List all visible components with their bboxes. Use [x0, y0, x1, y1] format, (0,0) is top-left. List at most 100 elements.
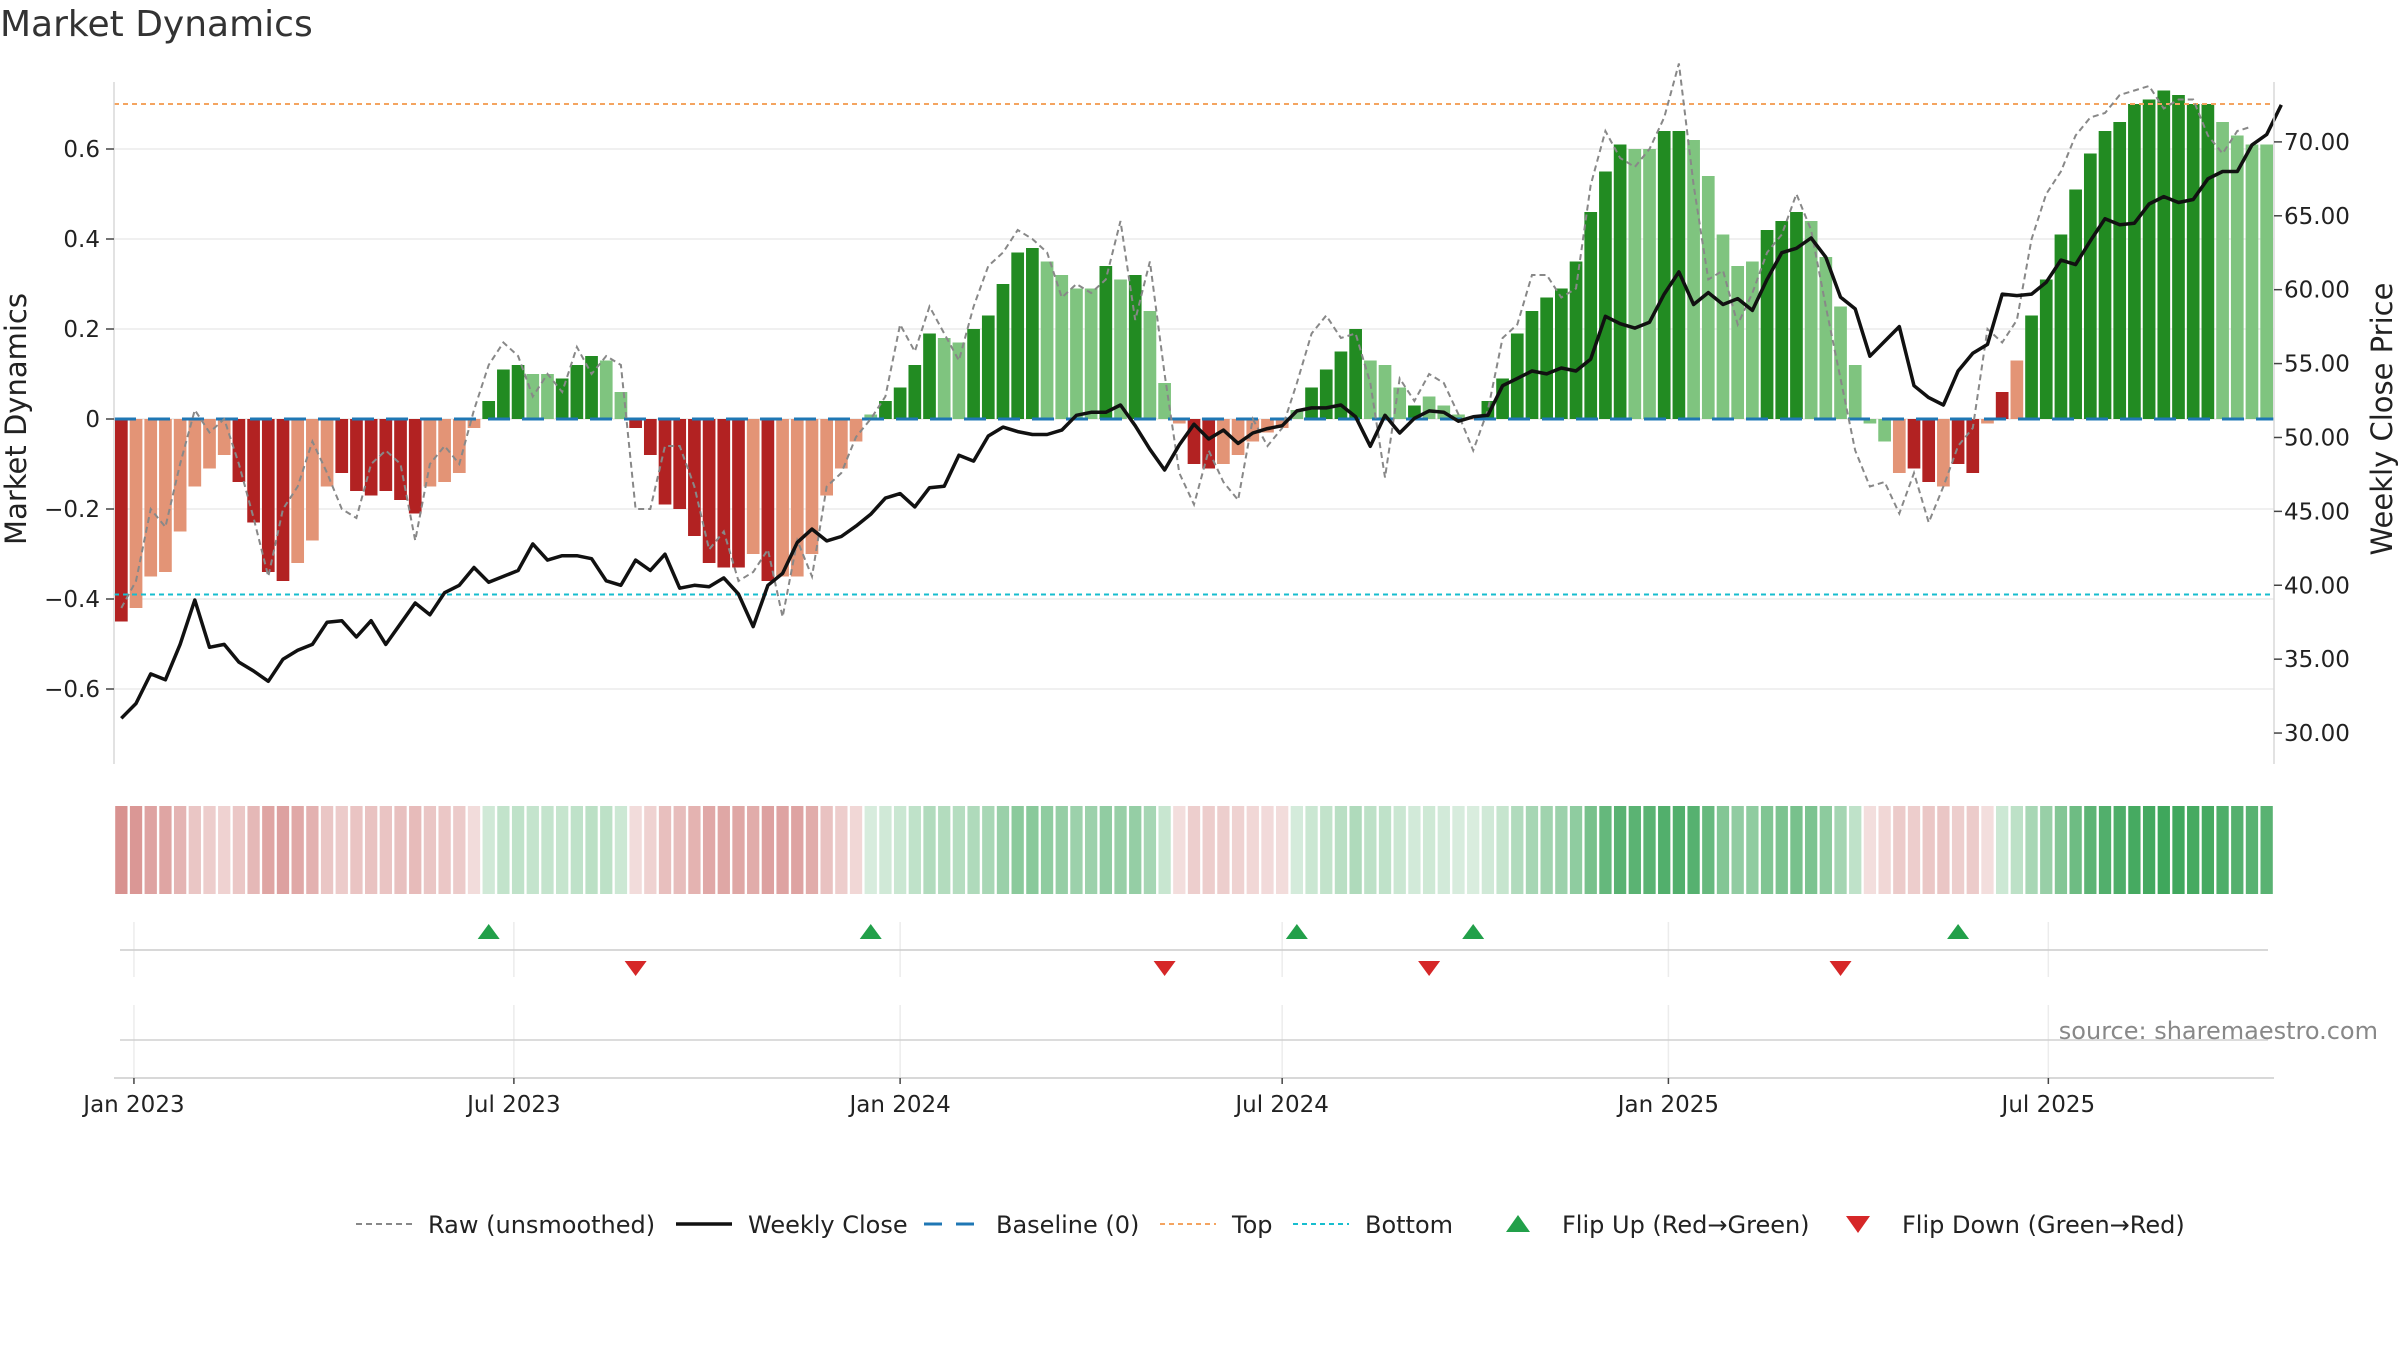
momentum-bar [173, 419, 187, 532]
momentum-bar [2186, 104, 2200, 419]
heat-cell [688, 806, 701, 894]
heat-cell [614, 806, 628, 894]
heat-cell [1393, 806, 1406, 894]
heat-cell [2231, 806, 2244, 894]
heat-cell [1555, 806, 1568, 894]
x-tick-label: Jan 2025 [1616, 1092, 1719, 1118]
momentum-bar [1599, 171, 1612, 419]
heat-cell [2054, 806, 2068, 894]
heat-cell [2069, 806, 2082, 894]
heat-cell [1525, 806, 1539, 894]
heat-cell [1290, 806, 1304, 894]
momentum-bar [511, 365, 525, 419]
momentum-bar [555, 378, 569, 419]
flip-down-marker [1418, 961, 1441, 976]
heat-cell [761, 806, 775, 894]
momentum-bar [658, 419, 672, 505]
heat-cell [2010, 806, 2024, 894]
momentum-bar [1202, 419, 1216, 469]
legend-label: Weekly Close [748, 1211, 908, 1239]
momentum-bar [408, 419, 422, 514]
heat-cell [320, 806, 334, 894]
momentum-bar [805, 419, 819, 554]
heat-cell [2142, 806, 2156, 894]
heat-cell [629, 806, 642, 894]
momentum-bar [1290, 410, 1304, 419]
heat-cell [938, 806, 951, 894]
momentum-bar [599, 360, 613, 419]
momentum-bar [291, 419, 305, 563]
right-tick-label: 70.00 [2284, 130, 2350, 156]
momentum-bar [1040, 261, 1054, 419]
momentum-bar [2010, 360, 2024, 419]
heat-cell [2040, 806, 2053, 894]
momentum-bar [1892, 419, 1906, 473]
momentum-bar [1937, 419, 1950, 487]
momentum-bar [188, 419, 202, 487]
momentum-bar [1011, 252, 1025, 419]
heat-cell [1143, 806, 1157, 894]
heat-cell [1055, 806, 1068, 894]
momentum-bar [1995, 392, 2009, 419]
left-tick-label: −0.2 [44, 497, 100, 523]
left-tick-label: −0.6 [44, 677, 100, 703]
momentum-bar [1628, 149, 1642, 419]
heat-cell [1907, 806, 1921, 894]
x-tick-label: Jan 2024 [847, 1092, 950, 1118]
momentum-bar [276, 419, 290, 581]
heat-cell [159, 806, 172, 894]
momentum-bar [614, 392, 628, 419]
heat-cell [1129, 806, 1142, 894]
heat-cell [1981, 806, 1994, 894]
heat-cell [570, 806, 584, 894]
momentum-bar [438, 419, 451, 482]
momentum-bar [1746, 261, 1759, 419]
heat-cell [658, 806, 672, 894]
heat-cell [511, 806, 525, 894]
heat-cell [923, 806, 936, 894]
momentum-bar [1349, 329, 1362, 419]
heat-cell [1863, 806, 1877, 894]
momentum-bar [1231, 419, 1245, 455]
momentum-bar [1981, 419, 1994, 424]
legend-item: Top [1160, 1211, 1273, 1239]
momentum-bar [379, 419, 393, 491]
legend-item: Baseline (0) [924, 1211, 1139, 1239]
heat-cell [1628, 806, 1641, 894]
heat-cell [247, 806, 260, 894]
weekly-close-line [120, 104, 2283, 720]
heat-cell [1422, 806, 1436, 894]
momentum-bar [1026, 248, 1039, 419]
right-tick-label: 50.00 [2284, 425, 2350, 451]
momentum-bar [1158, 383, 1171, 419]
heat-cell [1643, 806, 1656, 894]
heat-cell [2084, 806, 2097, 894]
heat-cell [1937, 806, 1950, 894]
heat-cell [453, 806, 466, 894]
momentum-bar [937, 338, 951, 419]
legend-label: Raw (unsmoothed) [428, 1211, 655, 1239]
heat-cell [497, 806, 510, 894]
x-tick-label: Jul 2024 [1233, 1092, 1329, 1118]
left-tick-label: −0.4 [44, 587, 100, 613]
heat-cell [218, 806, 231, 894]
momentum-bar [1922, 419, 1936, 482]
heat-cell [1922, 806, 1935, 894]
momentum-bar [1555, 288, 1568, 419]
heat-cell [2187, 806, 2200, 894]
heat-cell [1173, 806, 1186, 894]
heat-cell [1437, 806, 1450, 894]
momentum-bar [1070, 288, 1083, 419]
flip-up-marker [477, 924, 500, 939]
momentum-bar [364, 419, 378, 496]
momentum-bar [643, 419, 657, 455]
legend-swatch-flip-up [1506, 1215, 1530, 1232]
heat-cell [2157, 806, 2170, 894]
heat-cell [805, 806, 819, 894]
heat-cell [1996, 806, 2009, 894]
x-tick-label: Jan 2023 [81, 1092, 184, 1118]
momentum-bar [717, 419, 731, 568]
heat-cell [2260, 806, 2273, 894]
heat-cell [644, 806, 657, 894]
